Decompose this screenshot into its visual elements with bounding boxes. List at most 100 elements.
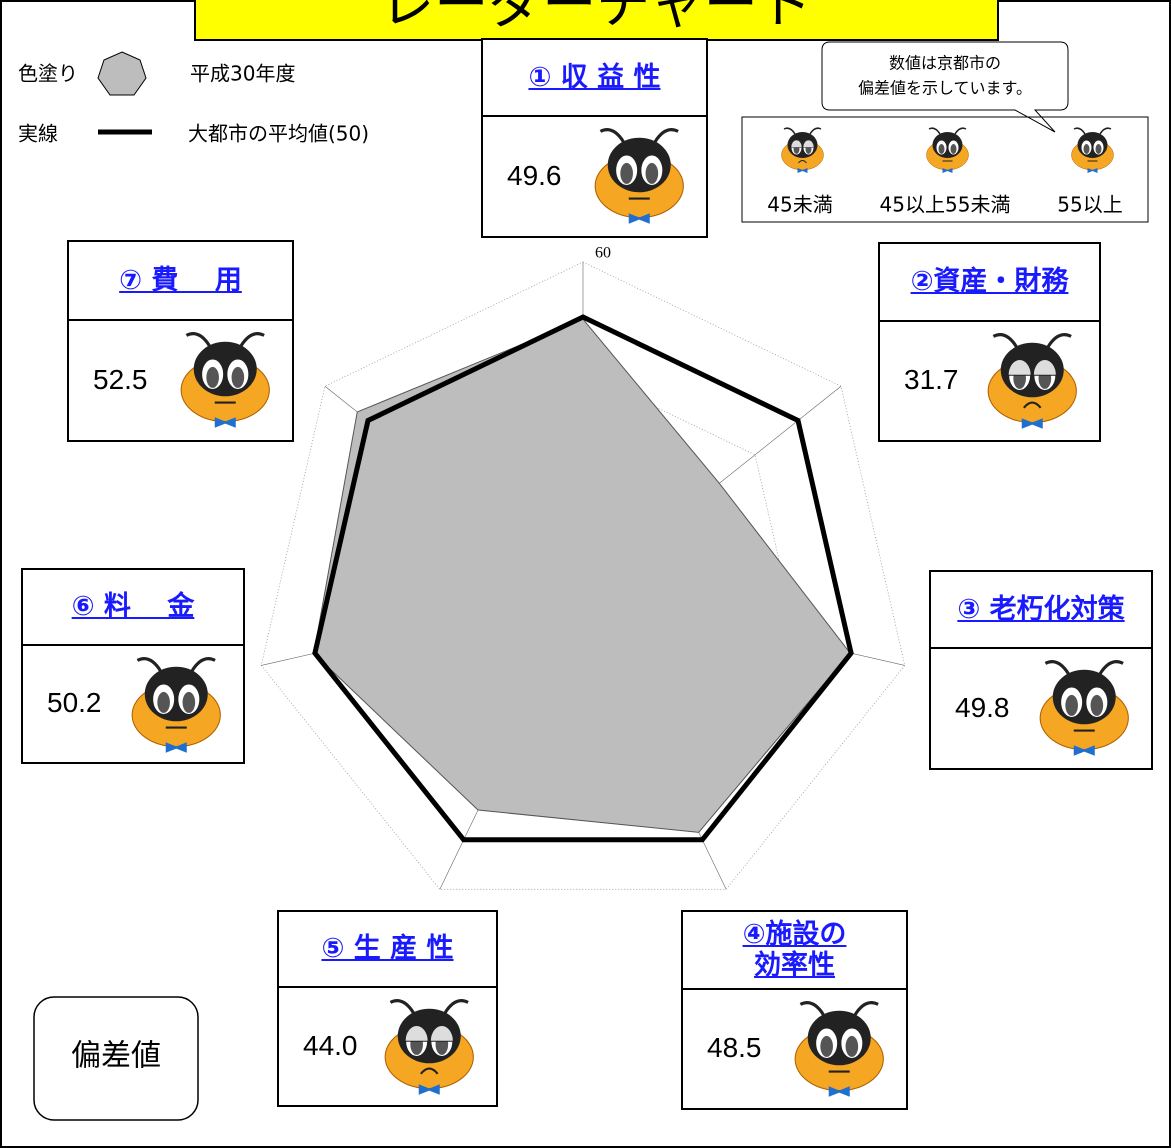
face-antenna bbox=[136, 657, 216, 672]
face-antenna bbox=[783, 127, 822, 135]
face bbox=[180, 332, 270, 428]
category-title: ⑦ 費 用 bbox=[69, 242, 292, 321]
face-icon bbox=[1039, 660, 1129, 756]
category-box: ②資産・財務 31.7 bbox=[878, 242, 1101, 442]
face-antenna bbox=[992, 333, 1072, 348]
category-title: ⑥ 料 金 bbox=[23, 570, 243, 646]
face-icon bbox=[987, 333, 1077, 429]
category-title: ④施設の 効率性 bbox=[683, 912, 906, 990]
face bbox=[987, 333, 1077, 429]
category-box: ④施設の 効率性 48.5 bbox=[681, 910, 908, 1110]
face-legend-box bbox=[741, 116, 1149, 223]
face-pupil bbox=[157, 691, 170, 713]
face-icon bbox=[781, 127, 824, 173]
side-label: 偏差値 bbox=[71, 1039, 161, 1074]
face-lid bbox=[1007, 359, 1032, 376]
face-pupil bbox=[1065, 694, 1078, 716]
face-bow bbox=[214, 417, 236, 428]
face bbox=[794, 1001, 884, 1097]
value-label: 49.6 bbox=[507, 159, 562, 191]
value-label: 44.0 bbox=[303, 1029, 358, 1061]
face-antenna bbox=[799, 1001, 879, 1016]
face-icon bbox=[1071, 127, 1114, 173]
value-label: 48.5 bbox=[707, 1032, 762, 1063]
face-icon bbox=[180, 332, 270, 428]
face-bow bbox=[1073, 745, 1095, 756]
face-legend-label: 55以上 bbox=[1057, 193, 1122, 217]
series-area bbox=[313, 318, 851, 833]
face-antenna bbox=[1073, 127, 1112, 135]
face bbox=[384, 999, 474, 1095]
face bbox=[1039, 660, 1129, 756]
face-pupil bbox=[182, 691, 196, 713]
face-pupil bbox=[820, 1035, 833, 1057]
face-icon bbox=[131, 657, 221, 753]
category-box: ⑥ 料 金 50.2 bbox=[21, 568, 245, 764]
category-box: ⑦ 費 用 52.5 bbox=[67, 240, 294, 442]
face-bow bbox=[1087, 168, 1098, 173]
face-pupil bbox=[938, 144, 945, 154]
note-line: 数値は京都市の bbox=[889, 54, 1001, 73]
face-bow bbox=[628, 213, 650, 224]
face-bow bbox=[797, 168, 808, 173]
face-bow bbox=[942, 168, 953, 173]
face-lid bbox=[1032, 359, 1057, 376]
face bbox=[594, 128, 684, 224]
r-tick-label: 60 bbox=[595, 245, 611, 262]
face-legend-label: 45以上55未満 bbox=[880, 193, 1011, 217]
face-pupil bbox=[845, 1035, 859, 1057]
face-pupil bbox=[950, 144, 957, 154]
value-label: 52.5 bbox=[93, 363, 148, 395]
face-pupil bbox=[1095, 144, 1102, 154]
note-bubble bbox=[821, 41, 1069, 133]
face-antenna bbox=[1044, 660, 1124, 675]
face-pupil bbox=[620, 162, 633, 184]
face-icon bbox=[926, 127, 969, 173]
face bbox=[131, 657, 221, 753]
face-bow bbox=[1021, 418, 1043, 429]
face-pupil bbox=[645, 162, 659, 184]
legend-series-1: 大都市の平均値(50) bbox=[188, 122, 369, 146]
legend-fill-swatch bbox=[97, 51, 147, 96]
face-lid bbox=[404, 1025, 429, 1042]
face-antenna bbox=[185, 332, 265, 347]
face-lid bbox=[790, 139, 803, 148]
face-pupil bbox=[206, 366, 219, 388]
note-line: 偏差値を示しています。 bbox=[858, 79, 1032, 98]
face-icon bbox=[384, 999, 474, 1095]
category-box: ⑤ 生 産 性 44.0 bbox=[277, 910, 498, 1107]
face-antenna bbox=[389, 999, 469, 1014]
face-mouth bbox=[798, 160, 807, 164]
face-icon bbox=[594, 128, 684, 224]
category-box: ③ 老朽化対策 49.8 bbox=[929, 570, 1153, 770]
face-antenna bbox=[928, 127, 967, 135]
face-pupil bbox=[231, 366, 245, 388]
category-title: ⑤ 生 産 性 bbox=[279, 912, 496, 988]
value-label: 49.8 bbox=[955, 691, 1010, 723]
face-bow bbox=[828, 1086, 850, 1097]
category-title: ① 収 益 性 bbox=[483, 40, 706, 117]
face-pupil bbox=[1083, 144, 1090, 154]
face-legend-label: 45未満 bbox=[767, 193, 832, 217]
face-lid bbox=[802, 139, 815, 148]
category-title: ②資産・財務 bbox=[880, 244, 1099, 322]
face-icon bbox=[794, 1001, 884, 1097]
face-antenna bbox=[599, 128, 679, 143]
face-bow bbox=[165, 742, 187, 753]
series-line bbox=[312, 314, 854, 843]
face-bow bbox=[418, 1084, 440, 1095]
value-label: 50.2 bbox=[47, 687, 102, 718]
grid-line bbox=[260, 261, 906, 890]
legend-series-0: 平成30年度 bbox=[190, 62, 295, 86]
face-mouth bbox=[1023, 401, 1042, 409]
value-label: 31.7 bbox=[904, 364, 959, 395]
face-mouth bbox=[420, 1067, 439, 1075]
legend-fill-label: 色塗り bbox=[18, 62, 78, 86]
category-box: ① 収 益 性 49.6 bbox=[481, 38, 708, 238]
title: レーダーチャート bbox=[380, 0, 811, 36]
face-lid bbox=[429, 1025, 454, 1042]
legend-line-label: 実線 bbox=[18, 122, 58, 146]
face-pupil bbox=[1090, 694, 1104, 716]
side-box bbox=[33, 996, 199, 1121]
